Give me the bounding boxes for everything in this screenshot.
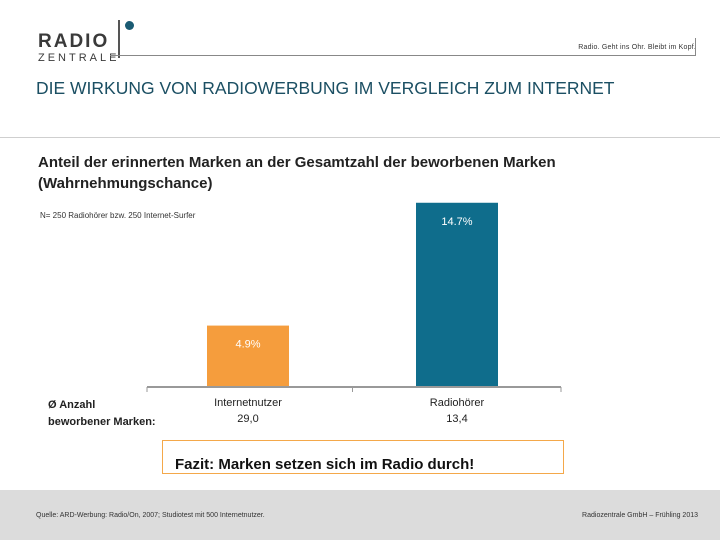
average-brands-label-line2: beworbener Marken:	[48, 416, 156, 428]
footer-source: Quelle: ARD-Werbung: Radio/On, 2007; Stu…	[36, 512, 265, 519]
radiozentrale-logo: RADIO ZENTRALE	[36, 18, 136, 64]
footer: Quelle: ARD-Werbung: Radio/On, 2007; Stu…	[0, 490, 720, 540]
chart-subtitle: Anteil der erinnerten Marken an der Gesa…	[38, 154, 556, 192]
category-label-0: Internetnutzer	[214, 397, 282, 409]
header-divider-tick	[695, 38, 696, 55]
header-divider	[110, 55, 696, 56]
logo-text-radio: RADIO	[38, 31, 110, 52]
category-count-1: 13,4	[446, 413, 467, 425]
conclusion-text: Fazit: Marken setzen sich im Radio durch…	[175, 456, 475, 473]
title-divider	[0, 137, 720, 138]
average-brands-label-line1: Ø Anzahl	[48, 399, 96, 411]
average-brands-label: Ø Anzahl beworbener Marken:	[48, 397, 156, 431]
category-label-1: Radiohörer	[430, 397, 485, 409]
page-title: DIE WIRKUNG VON RADIOWERBUNG IM VERGLEIC…	[36, 78, 615, 98]
logo-text-zentrale: ZENTRALE	[38, 52, 120, 64]
sample-size-note: N= 250 Radiohörer bzw. 250 Internet-Surf…	[40, 211, 196, 220]
footer-copyright: Radiozentrale GmbH – Frühling 2013	[582, 512, 698, 519]
bar-1	[416, 202, 498, 387]
category-count-0: 29,0	[237, 413, 258, 425]
tagline: Radio. Geht ins Ohr. Bleibt im Kopf.	[578, 44, 696, 51]
conclusion-box: Fazit: Marken setzen sich im Radio durch…	[162, 440, 564, 474]
logo-dot-icon	[125, 21, 134, 30]
logo-bar-icon	[118, 20, 120, 58]
bar-0	[207, 325, 289, 387]
bar-value-label-0: 4.9%	[235, 339, 260, 351]
bar-value-label-1: 14.7%	[441, 216, 472, 228]
